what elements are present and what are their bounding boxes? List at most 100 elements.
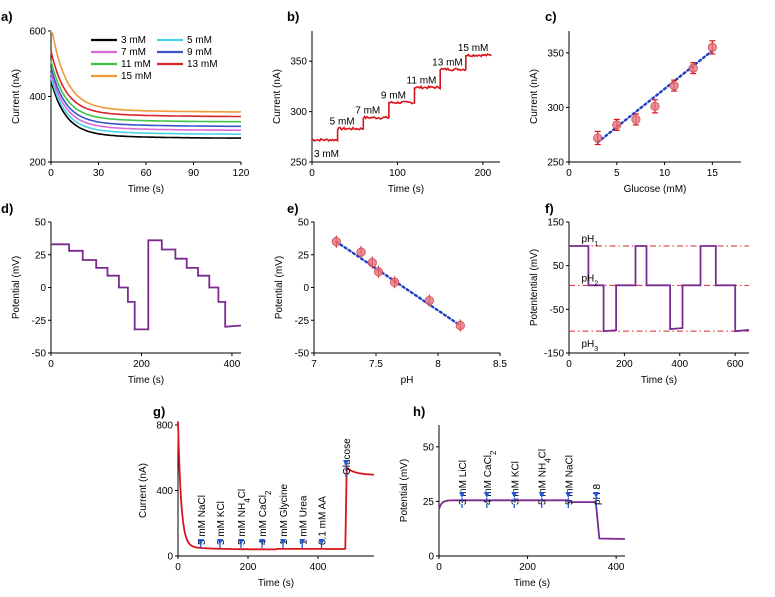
data-point [367, 258, 377, 268]
y-tick-label: 600 [29, 27, 46, 38]
x-tick-label: 8.5 [493, 359, 507, 370]
data-point [331, 237, 341, 247]
injection-arrow-head [343, 460, 349, 467]
step-label: 15 mM [458, 43, 489, 54]
interferent-label: 5 mM NaCl [564, 455, 575, 505]
legend-label: 5 mM [187, 35, 212, 46]
injection-arrow-head [238, 539, 244, 545]
x-tick-label: 10 [659, 168, 671, 179]
ph-level-label: pH3 [581, 339, 598, 353]
panel-h: h) 0 200 400 0 25 50 Time (s) Potential (mV) 3 mM… [399, 404, 626, 589]
series-line-3-mM [50, 80, 241, 139]
data-point [389, 277, 400, 287]
x-tick-label: 120 [233, 168, 250, 179]
y-tick-label: -50 [550, 305, 565, 316]
data-point [373, 267, 384, 277]
y-axis-title: Current (nA) [529, 69, 540, 124]
data-point [455, 320, 465, 331]
y-tick-label: 250 [547, 158, 564, 169]
data-point [707, 42, 717, 52]
x-tick-label: 30 [93, 168, 105, 179]
panel-label: c) [545, 9, 557, 24]
legend-label: 7 mM [121, 47, 146, 58]
legend-label: 3 mM [121, 35, 146, 46]
interferent-label: 3 mM LiCl [458, 460, 469, 505]
y-axis-title: Current (nA) [138, 463, 149, 518]
interferent-label: 3 mM KCl [510, 461, 521, 505]
data-point [650, 101, 660, 111]
x-tick-label: 200 [475, 168, 492, 179]
y-axis-title: Potential (mV) [274, 256, 285, 319]
panel-d: d) 0 200 400 -50 -25 0 25 50 Time (s) Potential (m… [1, 201, 242, 386]
y-tick-label: 150 [547, 218, 564, 229]
ph-level-label: pH1 [581, 234, 598, 248]
interferent-label: 4 mM CaCl2 [483, 450, 498, 505]
x-tick-label: 200 [133, 359, 150, 370]
data-point [593, 133, 603, 143]
y-tick-label: 300 [547, 103, 564, 114]
y-tick-label: 0 [40, 283, 46, 294]
interferent-label: 1 mM Glycine [279, 483, 290, 545]
x-axis-title: Time (s) [641, 375, 677, 386]
x-tick-label: 0 [309, 168, 315, 179]
injection-arrow-head [318, 539, 325, 545]
panel-label: d) [1, 201, 13, 216]
injection-arrow-head [511, 492, 518, 499]
series-line-15-mM [50, 30, 241, 113]
x-tick-label: 5 [614, 168, 620, 179]
x-tick-label: 100 [389, 168, 406, 179]
injection-arrow-head [217, 539, 223, 545]
x-tick-label: 8 [435, 359, 441, 370]
interferent-label: 5 mM NaCl [197, 495, 208, 545]
staircase-line [311, 53, 492, 143]
panel-f: f) 0 200 400 600 -150 -50 50 150 Time (s) Potenten… [529, 201, 750, 386]
x-tick-label: 200 [519, 562, 536, 573]
x-tick-label: 0 [48, 168, 54, 179]
x-tick-label: 0 [566, 359, 572, 370]
x-tick-label: 60 [140, 168, 152, 179]
injection-arrow-head [483, 492, 490, 499]
y-axis-title: Potential (mV) [399, 459, 410, 522]
x-axis-title: Time (s) [258, 578, 294, 589]
panel-a: a) 0 30 60 90 120 200 400 600 Time (s) Current (nA… [1, 9, 250, 195]
step-label: 9 mM [381, 91, 406, 102]
data-point [688, 63, 698, 73]
series-line-7-mM [50, 72, 241, 132]
legend-label: 15 mM [121, 71, 152, 82]
y-tick-label: 350 [547, 48, 564, 59]
interferent-label: 0.1 mM AA [318, 496, 329, 545]
injection-arrow-head [538, 492, 545, 499]
x-tick-label: 15 [707, 168, 719, 179]
y-axis-title: Potential (mV) [11, 256, 22, 319]
x-tick-label: 400 [671, 359, 688, 370]
y-tick-label: 400 [29, 92, 46, 103]
y-tick-label: -150 [544, 349, 564, 360]
y-tick-label: 50 [553, 261, 565, 272]
panel-label: f) [545, 201, 554, 216]
injection-arrow-head [280, 539, 286, 545]
x-tick-label: 0 [436, 562, 442, 573]
y-tick-label: 50 [298, 218, 310, 229]
y-axis-title: Current (nA) [272, 69, 283, 124]
y-tick-label: 300 [290, 107, 307, 118]
panel-label: g) [153, 404, 165, 419]
x-tick-label: 7.5 [369, 359, 383, 370]
y-tick-label: -25 [295, 316, 310, 327]
y-axis-title: Potentential (mV) [529, 249, 540, 326]
potential-line [51, 239, 242, 331]
step-label: 5 mM [330, 117, 355, 128]
x-tick-label: 200 [616, 359, 633, 370]
x-tick-label: 0 [48, 359, 54, 370]
panel-c: c) 0 5 10 15 250 300 350 Glucose (mM) Current (nA… [529, 9, 741, 195]
y-tick-label: 250 [290, 158, 307, 169]
step-label: 3 mM [314, 149, 339, 160]
x-axis-title: Time (s) [388, 184, 424, 195]
x-axis-title: Time (s) [128, 184, 164, 195]
y-tick-label: 25 [423, 497, 435, 508]
x-tick-label: 600 [727, 359, 744, 370]
y-tick-label: 25 [298, 250, 310, 261]
x-tick-label: 400 [224, 359, 241, 370]
y-tick-label: 0 [428, 552, 434, 563]
injection-arrow-head [197, 539, 204, 545]
